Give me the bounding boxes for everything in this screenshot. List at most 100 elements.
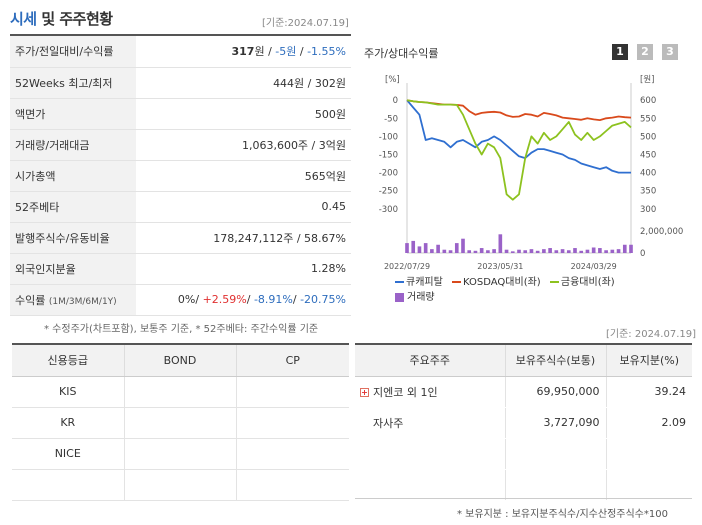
table-row: KR: [12, 407, 349, 439]
holder-name: + 지엔코 외 1인: [355, 376, 505, 408]
x-tick-label: 2022/07/29: [384, 262, 430, 271]
holders-reference-date: [기준: 2024.07.19]: [606, 329, 697, 340]
volume-bar: [598, 248, 602, 253]
quote-row: 발행주식수/유동비율 178,247,112주 / 58.67%: [10, 222, 351, 254]
credit-header: CP: [235, 343, 349, 377]
left-tick-label: -250: [379, 187, 398, 197]
credit-agency: NICE: [12, 438, 124, 470]
legend-line-icon: [395, 281, 404, 283]
right-tick-label: 600: [640, 96, 656, 106]
holders-footnote: * 보유지분 : 보유지분주식수/지수산정주식수*100: [457, 509, 668, 520]
left-tick-label: -150: [379, 151, 398, 161]
legend-label: 거래량: [407, 292, 435, 303]
volume-bar: [504, 249, 509, 253]
volume-bar: [417, 246, 422, 253]
volume-bar: [492, 249, 496, 253]
credit-cp: [235, 438, 349, 470]
quote-value: 1.28%: [136, 253, 351, 285]
price-change: -5원: [275, 45, 297, 59]
right-tick-label: 450: [640, 151, 656, 161]
volume-bar: [498, 234, 503, 253]
legend-stock: 큐캐피탈: [395, 275, 443, 290]
quote-label: 외국인지분율: [10, 253, 136, 285]
quote-label: 52주베타: [10, 191, 136, 223]
quote-value: 0.45: [136, 191, 351, 223]
title-rest: 및 주주현황: [36, 10, 113, 28]
volume-bar: [535, 250, 540, 253]
volume-bar: [436, 244, 440, 253]
chart-button-2[interactable]: 2: [637, 44, 653, 60]
holder-name-text: 지엔코 외 1인: [373, 385, 438, 399]
right-axis-unit: [원]: [640, 75, 654, 85]
volume-bar: [573, 248, 577, 253]
credit-bond: [123, 438, 236, 470]
chart-title: 주가/상대수익률: [364, 47, 439, 60]
right-tick-label: 300: [640, 205, 656, 215]
volume-tick-label: 2,000,000: [640, 227, 683, 237]
credit-rating-table: 신용등급 BOND CP KIS KR NICE: [12, 343, 349, 501]
left-tick-label: -50: [384, 114, 398, 124]
volume-bar: [467, 250, 472, 253]
quote-row-price: 주가/전일대비/수익률 317원 / -5원 / -1.55%: [10, 36, 351, 68]
holder-shares: 69,950,000: [504, 376, 606, 408]
volume-bar: [542, 249, 546, 253]
quote-label: 시가총액: [10, 160, 136, 192]
quote-value: 565억원: [136, 160, 351, 192]
quote-row: 52Weeks 최고/최저 444원 / 302원: [10, 67, 351, 99]
table-row: NICE: [12, 438, 349, 470]
volume-bar: [517, 249, 521, 253]
volume-bar: [486, 250, 490, 253]
quote-table: 주가/전일대비/수익률 317원 / -5원 / -1.55% 52Weeks …: [10, 36, 351, 316]
section-title: 시세 및 주주현황: [10, 8, 113, 29]
holders-header-row: 주요주주 보유주식수(보통) 보유지분(%): [355, 343, 692, 377]
return-6m: -8.91%: [253, 293, 293, 306]
volume-bar: [473, 250, 478, 253]
quote-value: 317원 / -5원 / -1.55%: [136, 36, 351, 68]
quote-row: 외국인지분율 1.28%: [10, 253, 351, 285]
credit-agency: KIS: [12, 376, 124, 408]
volume-bar: [411, 240, 416, 253]
credit-agency: [12, 469, 124, 501]
left-tick-label: -100: [379, 132, 398, 142]
volume-bar: [554, 250, 559, 253]
holder-shares: [504, 469, 606, 501]
series-line-2: [406, 99, 632, 201]
left-axis-unit: [%]: [385, 75, 400, 85]
expand-plus-icon[interactable]: +: [360, 388, 369, 397]
holder-shares: [504, 438, 606, 470]
series-line-0: [406, 99, 631, 174]
holder-name: 자사주: [355, 407, 505, 439]
holders-header: 보유주식수(보통): [504, 343, 606, 377]
chart-button-3[interactable]: 3: [662, 44, 678, 60]
legend-label: 큐캐피탈: [406, 277, 443, 288]
quote-row: 거래량/거래대금 1,063,600주 / 3억원: [10, 129, 351, 161]
credit-cp: [235, 407, 349, 439]
holders-header: 보유지분(%): [605, 343, 692, 377]
returns-periods: (1M/3M/6M/1Y): [48, 296, 117, 307]
chart-button-1[interactable]: 1: [612, 44, 628, 60]
quote-label: 수익률 (1M/3M/6M/1Y): [10, 284, 136, 316]
volume-bar: [448, 250, 453, 253]
legend-finance: 금융대비(좌): [549, 275, 615, 290]
holder-pct: 2.09: [605, 407, 692, 439]
legend-label: 금융대비(좌): [560, 277, 615, 288]
volume-bar: [610, 249, 615, 253]
quote-label: 52Weeks 최고/최저: [10, 67, 136, 99]
left-tick-label: 0: [393, 96, 398, 106]
credit-bond: [123, 407, 236, 439]
volume-bar: [405, 243, 409, 253]
right-tick-label: 550: [640, 114, 656, 124]
credit-header-row: 신용등급 BOND CP: [12, 343, 349, 377]
holders-header: 주요주주: [355, 343, 505, 377]
price-chart: [%] [원] 0 -50 -100 -150 -200 -250 -300 600 550 500 4…: [379, 75, 684, 271]
table-row: [12, 469, 349, 501]
holder-shares: 3,727,090: [504, 407, 606, 439]
x-tick-label: 2023/05/31: [477, 262, 523, 271]
volume-bar: [548, 248, 552, 253]
chart-panel: 주가/상대수익률 1 2 3 [%] [원] 0 -50 -100 -150 -200 -25…: [355, 36, 691, 312]
quote-footnote: * 수정주가(차트포함), 보통주 기준, * 52주베타: 주간수익률 기준: [44, 324, 319, 335]
quote-value: 1,063,600주 / 3억원: [136, 129, 351, 161]
title-accent: 시세: [10, 10, 37, 28]
separator: /: [296, 45, 308, 59]
table-row: 자사주 3,727,090 2.09: [355, 407, 692, 439]
